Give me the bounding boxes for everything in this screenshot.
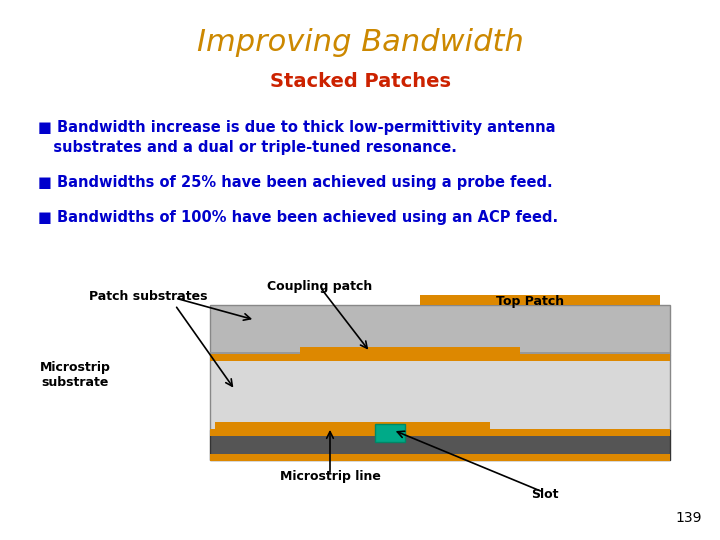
- Text: Coupling patch: Coupling patch: [267, 280, 373, 293]
- Text: Improving Bandwidth: Improving Bandwidth: [197, 28, 523, 57]
- Text: Slot: Slot: [531, 488, 559, 501]
- Text: Patch substrates: Patch substrates: [89, 290, 207, 303]
- Bar: [210, 454, 670, 461]
- Bar: [215, 422, 490, 430]
- Bar: [420, 295, 660, 305]
- Bar: [210, 352, 670, 355]
- Bar: [210, 355, 670, 430]
- Text: 139: 139: [675, 511, 702, 525]
- Bar: [210, 305, 670, 355]
- Text: ■ Bandwidth increase is due to thick low-permittivity antenna: ■ Bandwidth increase is due to thick low…: [38, 120, 556, 135]
- Bar: [300, 347, 520, 355]
- Text: substrates and a dual or triple-tuned resonance.: substrates and a dual or triple-tuned re…: [38, 140, 457, 155]
- Bar: [210, 354, 670, 361]
- Bar: [375, 424, 405, 442]
- Text: Microstrip line: Microstrip line: [279, 470, 380, 483]
- Bar: [210, 429, 670, 436]
- Text: Microstrip
substrate: Microstrip substrate: [40, 361, 110, 389]
- Text: Top Patch: Top Patch: [496, 295, 564, 308]
- Text: ■ Bandwidths of 100% have been achieved using an ACP feed.: ■ Bandwidths of 100% have been achieved …: [38, 210, 558, 225]
- Text: ■ Bandwidths of 25% have been achieved using a probe feed.: ■ Bandwidths of 25% have been achieved u…: [38, 175, 553, 190]
- Bar: [210, 430, 670, 460]
- Text: Stacked Patches: Stacked Patches: [269, 72, 451, 91]
